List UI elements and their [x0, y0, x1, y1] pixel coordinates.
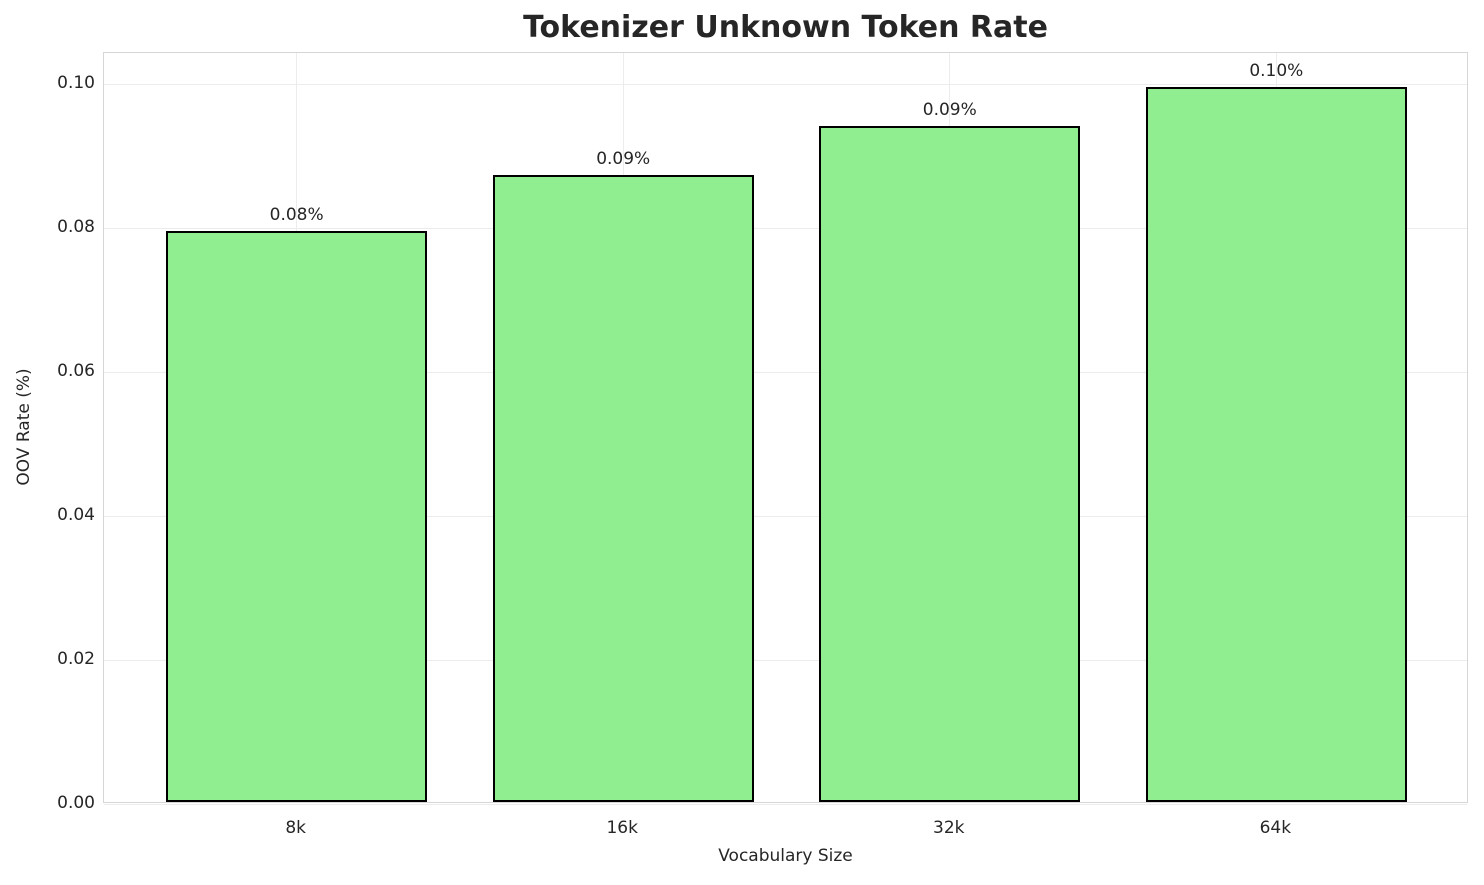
- bar-value-label: 0.09%: [596, 149, 651, 170]
- bar-value-label: 0.09%: [922, 100, 977, 121]
- x-tick-label: 64k: [1259, 818, 1292, 838]
- y-tick-label: 0.02: [57, 649, 95, 670]
- gridline-h: [104, 515, 1467, 517]
- y-axis-label: OOV Rate (%): [14, 368, 34, 486]
- gridline-h: [104, 371, 1467, 373]
- chart-title: Tokenizer Unknown Token Rate: [523, 10, 1048, 45]
- bar-value-label: 0.08%: [269, 204, 324, 225]
- bar: [166, 230, 428, 802]
- y-tick-label: 0.00: [57, 793, 95, 813]
- x-tick-label: 8k: [285, 818, 306, 838]
- bar: [819, 126, 1081, 802]
- gridline-h: [104, 659, 1467, 661]
- x-tick-label: 32k: [933, 818, 965, 838]
- bar-value-label: 0.10%: [1249, 60, 1304, 81]
- x-tick-label: 16k: [606, 818, 638, 838]
- gridline-h: [104, 227, 1467, 229]
- y-tick-label: 0.08: [57, 217, 95, 238]
- plot-area: 0.08% 0.09% 0.09% 0.10%: [103, 52, 1468, 805]
- bar: [492, 175, 754, 802]
- y-tick-label: 0.04: [57, 505, 95, 526]
- y-tick-label: 0.06: [57, 361, 95, 382]
- bar: [1145, 86, 1407, 802]
- gridline-h: [104, 83, 1467, 85]
- x-axis-label: Vocabulary Size: [718, 846, 853, 866]
- gridline-h: [104, 803, 1467, 805]
- y-tick-label: 0.10: [57, 73, 95, 94]
